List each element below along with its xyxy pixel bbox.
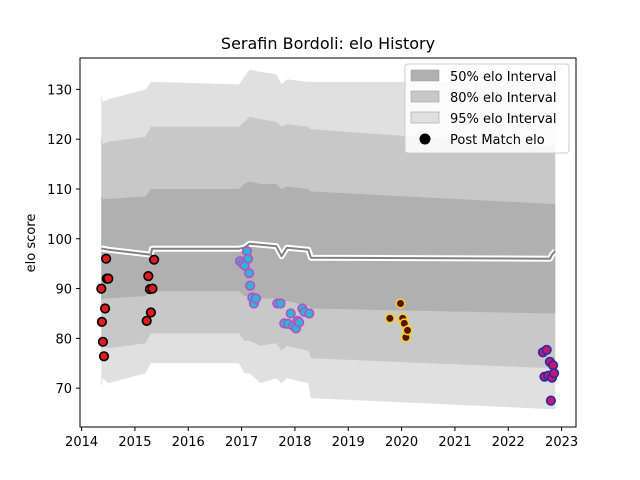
data-point-1-21: [304, 308, 315, 319]
data-point-0-4: [99, 303, 111, 314]
legend-label-3: Post Match elo: [450, 133, 545, 148]
data-point-0-7: [103, 273, 114, 284]
data-point-2-1: [395, 298, 406, 309]
legend-marker-3: [419, 133, 431, 145]
x-tick-label-2018: 2018: [278, 435, 311, 450]
data-point-0-2: [97, 336, 108, 347]
data-point-1-4: [242, 253, 254, 264]
data-point-1-6: [245, 280, 256, 291]
data-point-3-8: [548, 368, 560, 379]
data-point-1-9: [250, 293, 262, 304]
y-tick-label-120: 120: [47, 133, 72, 148]
chart-title: Serafin Bordoli: elo History: [221, 34, 435, 53]
mean-line: [101, 242, 556, 260]
data-point-0-0: [96, 283, 107, 294]
data-point-3-5: [545, 395, 557, 406]
y-tick-label-130: 130: [47, 83, 72, 98]
band-50: [101, 181, 556, 314]
y-axis: 70 80 90 100 110 120 130: [47, 83, 80, 397]
y-axis-label: elo score: [24, 214, 39, 273]
data-point-2-0: [384, 313, 396, 324]
data-point-0-13: [149, 254, 160, 265]
legend-label-1: 80% elo Interval: [450, 91, 557, 106]
x-tick-label-2017: 2017: [225, 435, 258, 450]
data-point-0-8: [141, 315, 152, 327]
data-point-0-9: [143, 271, 154, 282]
x-tick-label-2023: 2023: [545, 435, 578, 450]
data-point-0-3: [98, 351, 110, 362]
x-tick-label-2019: 2019: [332, 435, 365, 450]
data-point-2-5: [402, 325, 413, 336]
data-point-1-11: [275, 298, 286, 309]
y-tick-label-90: 90: [55, 283, 72, 298]
y-tick-label-70: 70: [55, 382, 72, 397]
x-axis: 2014 2015 2016 2017 2018 2019 2020 2021 2022 2023: [65, 427, 578, 450]
x-tick-label-2021: 2021: [438, 435, 471, 450]
data-point-0-1: [96, 316, 107, 328]
y-tick-label-80: 80: [55, 332, 72, 347]
x-tick-label-2020: 2020: [385, 435, 418, 450]
mean-elo-line: [99, 240, 558, 262]
legend-box: [404, 63, 570, 154]
data-point-3-2: [541, 344, 552, 355]
x-tick-label-2014: 2014: [65, 435, 98, 450]
legend-swatch-1: [410, 90, 440, 103]
data-point-1-18: [294, 317, 305, 328]
legend-swatch-2: [410, 111, 440, 124]
data-point-1-14: [285, 308, 296, 319]
data-point-0-11: [145, 307, 156, 318]
legend: 50% elo Interval 80% elo Interval 95% elo …: [404, 63, 570, 154]
legend-label-2: 95% elo Interval: [450, 112, 557, 127]
x-tick-label-2015: 2015: [118, 435, 151, 450]
plot-frame: [79, 57, 577, 428]
legend-swatch-0: [410, 69, 440, 82]
x-tick-label-2016: 2016: [172, 435, 205, 450]
y-tick-label-110: 110: [47, 183, 72, 198]
post-match-points: [96, 246, 560, 406]
legend-label-0: 50% elo Interval: [450, 70, 557, 85]
y-tick-label-100: 100: [47, 233, 72, 248]
data-point-1-5: [244, 268, 255, 279]
data-point-0-5: [100, 253, 112, 264]
interval-bands: [101, 69, 556, 410]
x-tick-label-2022: 2022: [492, 435, 525, 450]
data-point-0-12: [147, 283, 158, 294]
